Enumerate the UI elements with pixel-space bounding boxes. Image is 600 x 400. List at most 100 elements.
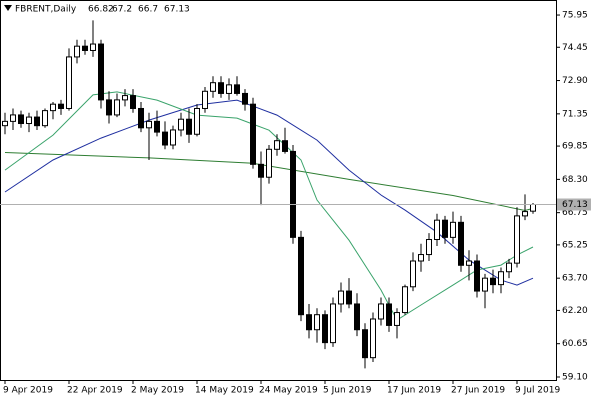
candle-body xyxy=(2,120,8,127)
plot-frame xyxy=(0,0,557,381)
x-tick-label: 17 Jun 2019 xyxy=(387,386,441,396)
candle-body xyxy=(434,219,440,241)
overlay: FBRENT,Daily 66.82 67.2 66.7 67.13 xyxy=(4,5,190,15)
menu-icon[interactable] xyxy=(4,5,12,11)
candle-body xyxy=(58,103,64,109)
candle-body xyxy=(354,303,360,331)
candle-body xyxy=(210,82,216,92)
candle-body xyxy=(274,140,280,150)
candle-body xyxy=(370,318,376,359)
y-tick-label: 75.95 xyxy=(562,11,588,21)
x-tick-label: 2 May 2019 xyxy=(131,386,184,396)
high-price: 67.2 xyxy=(112,5,132,15)
low-price: 66.7 xyxy=(138,5,158,15)
candle-body xyxy=(514,215,520,264)
candle-body xyxy=(66,56,72,109)
y-tick-label: 59.10 xyxy=(562,372,588,382)
candle-body xyxy=(26,116,32,125)
x-tick-label: 24 May 2019 xyxy=(259,386,318,396)
y-tick-label: 60.65 xyxy=(562,339,588,349)
candle-body xyxy=(410,260,416,288)
candle-body xyxy=(346,290,352,305)
candle-body xyxy=(162,131,168,146)
close-price: 67.13 xyxy=(164,5,190,15)
y-tick-label: 66.75 xyxy=(562,208,588,218)
candle-body xyxy=(18,114,24,125)
moving-average-line xyxy=(4,99,534,286)
candle-body xyxy=(282,140,288,152)
candle-body xyxy=(226,84,232,94)
candle-body xyxy=(122,95,128,101)
candle-body xyxy=(522,211,528,217)
candle-body xyxy=(250,103,256,165)
candle-body xyxy=(450,221,456,238)
candle-body xyxy=(194,107,200,135)
candle-body xyxy=(98,43,104,101)
candle-body xyxy=(482,277,488,292)
candle-body xyxy=(258,163,264,178)
candle-body xyxy=(266,148,272,178)
x-tick-label: 9 Apr 2019 xyxy=(3,386,53,396)
candle-body xyxy=(322,314,328,344)
candle-body xyxy=(498,271,504,286)
x-tick-label: 9 Jul 2019 xyxy=(515,386,560,396)
y-tick-label: 65.25 xyxy=(562,240,588,250)
candle-body xyxy=(34,116,40,127)
x-tick-label: 14 May 2019 xyxy=(195,386,254,396)
candle-body xyxy=(306,314,312,331)
y-tick-label: 71.35 xyxy=(562,109,588,119)
candle-body xyxy=(178,118,184,131)
x-tick-label: 27 Jun 2019 xyxy=(451,386,505,396)
candle-body xyxy=(466,260,472,266)
candle-body xyxy=(146,120,152,129)
candle-body xyxy=(298,236,304,316)
candle-body xyxy=(218,82,224,94)
candle-body xyxy=(402,286,408,314)
candle-body xyxy=(114,99,120,116)
last-price-box xyxy=(557,198,591,211)
candle-body xyxy=(106,99,112,116)
candle-body xyxy=(290,150,296,238)
candle-body xyxy=(42,110,48,127)
candle-body xyxy=(154,120,160,133)
candle-body xyxy=(418,254,424,262)
candle-body xyxy=(50,103,56,112)
candle-body xyxy=(386,303,392,326)
candle-body xyxy=(378,303,384,320)
candle-body xyxy=(458,221,464,266)
candle-body xyxy=(74,45,80,58)
x-tick-label: 5 Jun 2019 xyxy=(323,386,372,396)
candle-body xyxy=(330,303,336,344)
candle-body xyxy=(506,262,512,273)
candle-body xyxy=(490,277,496,286)
candle-body xyxy=(90,43,96,51)
candle-body xyxy=(10,114,16,122)
candle-body xyxy=(362,329,368,359)
candle-body xyxy=(234,84,240,94)
y-tick-label: 69.85 xyxy=(562,142,588,152)
candle-body xyxy=(442,219,448,238)
last-price-label: 67.13 xyxy=(562,200,588,210)
candle-body xyxy=(314,314,320,331)
candle-body xyxy=(474,260,480,292)
candle-body xyxy=(338,290,344,305)
y-tick-label: 62.20 xyxy=(562,306,588,316)
y-tick-label: 63.70 xyxy=(562,274,588,284)
x-tick-label: 22 Apr 2019 xyxy=(67,386,123,396)
candle-body xyxy=(530,203,536,212)
candle-body xyxy=(426,239,432,256)
symbol-label: FBRENT,Daily xyxy=(15,5,77,15)
candle-body xyxy=(202,90,208,109)
candle-body xyxy=(130,95,136,109)
candle-body xyxy=(394,312,400,326)
candle-body xyxy=(170,129,176,146)
y-tick-label: 74.45 xyxy=(562,43,588,53)
candle-body xyxy=(138,107,144,129)
open-price: 66.82 xyxy=(88,5,114,15)
y-tick-label: 68.30 xyxy=(562,175,588,185)
candle-body xyxy=(186,118,192,135)
candle-body xyxy=(82,45,88,51)
plot-area xyxy=(0,20,556,369)
